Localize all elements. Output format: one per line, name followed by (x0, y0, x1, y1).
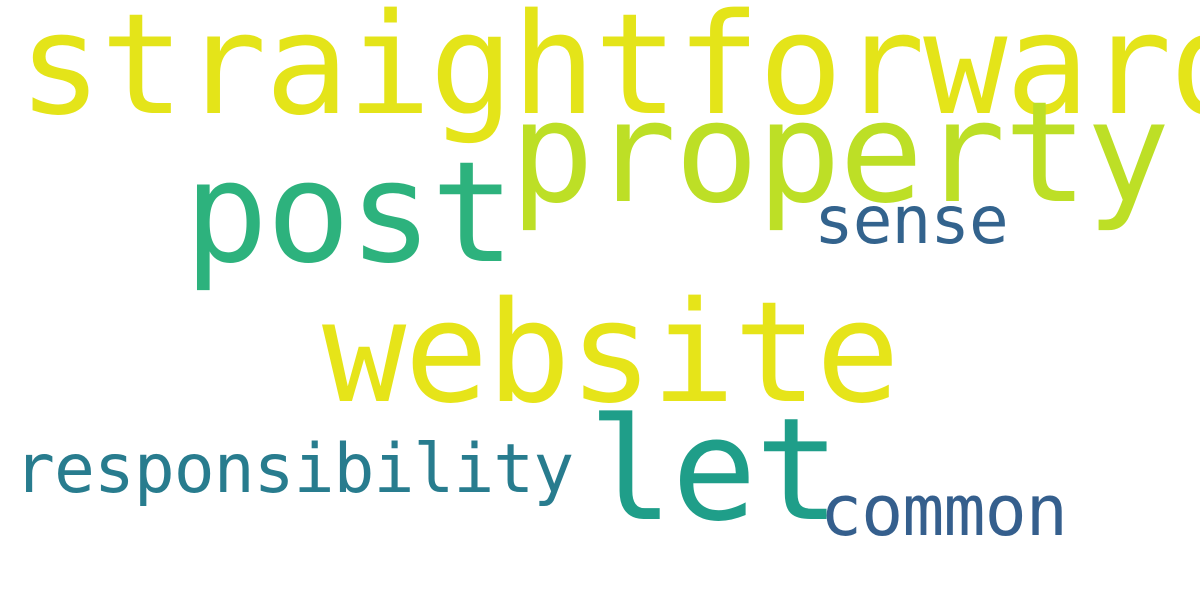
word-sense: sense (814, 182, 1009, 259)
word-website: website (322, 272, 900, 435)
word-responsibility: responsibility (14, 430, 574, 509)
word-post: post (184, 132, 515, 295)
word-property: property (510, 72, 1170, 235)
word-let: let (588, 388, 840, 553)
word-straightforward: straightforward (18, 0, 1200, 147)
word-common: common (820, 470, 1068, 552)
